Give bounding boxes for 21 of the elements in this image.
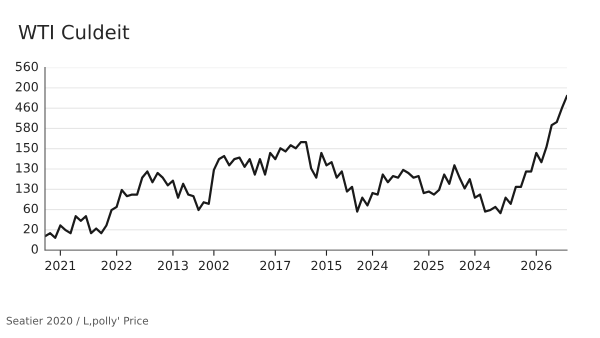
x-tick-label: 2022 [102, 260, 132, 270]
text: 130 [16, 183, 38, 193]
text: 60 [24, 204, 38, 214]
chart-title: WTI Culdeit [18, 24, 130, 40]
x-tick-label: 2013 [158, 260, 188, 270]
text: 130 [16, 163, 38, 173]
x-tick-label: 2025 [414, 260, 444, 270]
x-tick-label: 2015 [311, 260, 342, 270]
text: 460 [15, 102, 38, 112]
text: 150 [16, 142, 38, 152]
text: 560 [16, 62, 38, 72]
text: Seatier 2020 / L,polly' Price [6, 316, 148, 327]
x-tick-label: 2017 [260, 260, 290, 270]
x-tick-label: 2024 [460, 260, 490, 270]
text: 580 [16, 122, 38, 132]
x-tick-label: 2024 [358, 260, 388, 270]
x-tick-label: 2026 [521, 260, 552, 270]
x-tick-label: 2002 [198, 260, 229, 270]
x-tick-label: 2021 [45, 260, 76, 270]
text: 20 0 [24, 224, 38, 254]
text: 200 [16, 82, 38, 92]
